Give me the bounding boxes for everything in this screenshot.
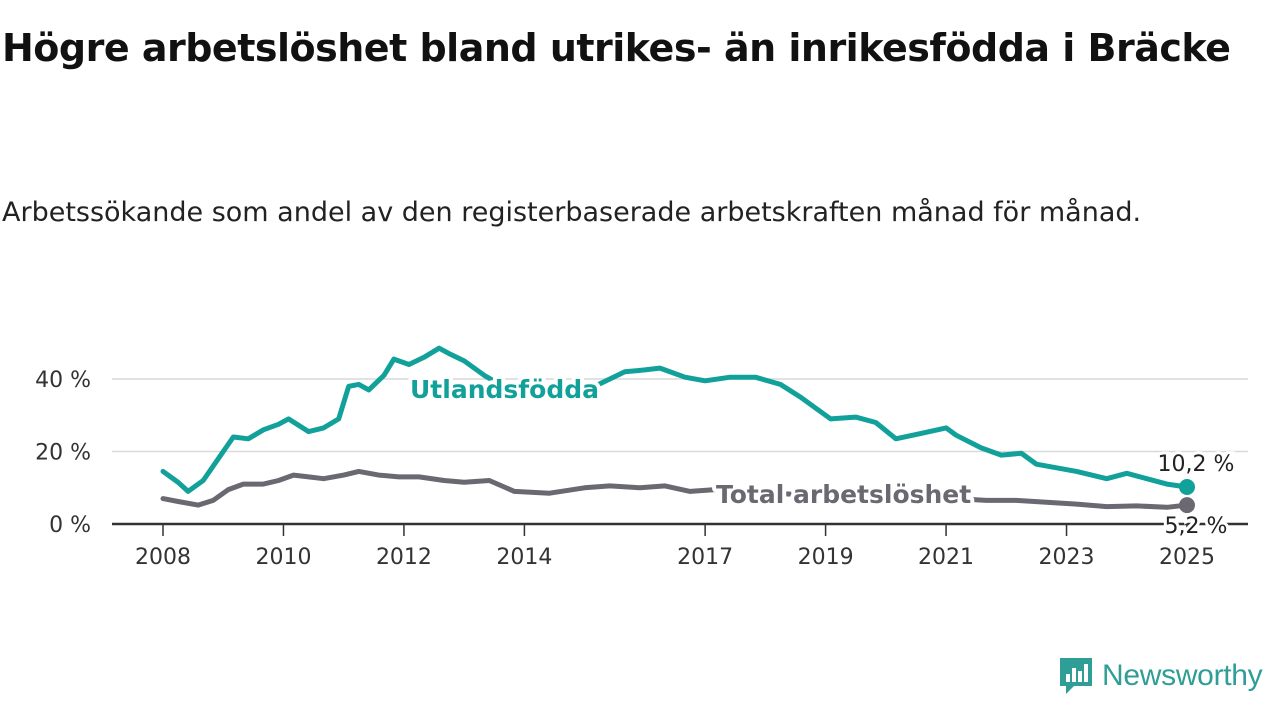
y-axis-ticks: 0 % 20 % 40 % xyxy=(35,368,91,538)
series-label-total: Total arbetslöshet xyxy=(716,480,971,509)
y-tick-label: 20 % xyxy=(35,441,91,466)
x-tick-label: 2008 xyxy=(135,545,191,570)
series-line-total xyxy=(160,468,1190,510)
series-line-utlandsfodda xyxy=(160,345,1190,494)
x-tick-label: 2017 xyxy=(677,545,733,570)
x-axis-ticks: 2008 2010 2012 2014 2017 2019 2021 2023 2025 xyxy=(135,524,1215,570)
grid-lines xyxy=(112,378,1248,526)
chart-subtitle: Arbetssökande som andel av den registerb… xyxy=(2,197,1142,228)
newsworthy-logo-icon xyxy=(1060,658,1092,694)
series-lines xyxy=(160,345,1195,514)
x-tick-label: 2014 xyxy=(496,545,552,570)
x-tick-label: 2025 xyxy=(1159,545,1215,570)
y-tick-label: 40 % xyxy=(35,368,91,393)
x-tick-label: 2010 xyxy=(255,545,311,570)
x-tick-label: 2021 xyxy=(918,545,974,570)
x-tick-label: 2019 xyxy=(798,545,854,570)
newsworthy-logo: Newsworthy xyxy=(1058,654,1263,698)
y-tick-label: 0 % xyxy=(49,513,91,538)
end-label-total: 5,2 % xyxy=(1165,514,1228,539)
end-label-utlandsfodda: 10,2 % xyxy=(1158,452,1235,477)
brand-name: Newsworthy xyxy=(1102,659,1263,692)
series-label-utlandsfodda: Utlandsfödda xyxy=(410,375,599,404)
chart-title: Högre arbetslöshet bland utrikes- än inr… xyxy=(2,26,1231,70)
end-point-utlandsfodda xyxy=(1179,479,1195,496)
x-tick-label: 2023 xyxy=(1039,545,1095,570)
x-tick-label: 2012 xyxy=(376,545,432,570)
series-labels: Utlandsfödda Total arbetslöshet 10,2 % 5,2 … xyxy=(406,371,1237,542)
end-point-total xyxy=(1179,497,1195,514)
